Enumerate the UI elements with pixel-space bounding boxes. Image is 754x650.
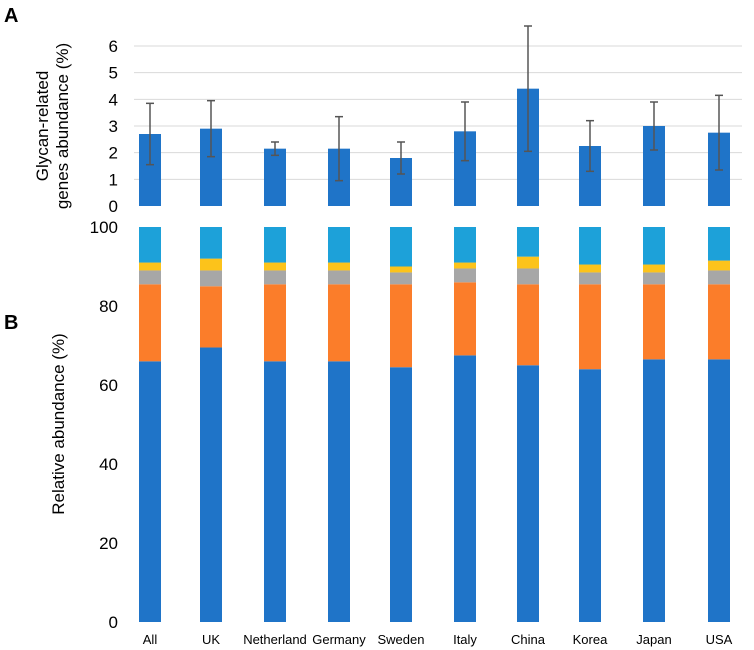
panel-b-chart: 0 20 40 60 80 100 All UK Netherland Germany Sweden… [49, 218, 733, 647]
x-tick-label-germany: Germany [312, 632, 366, 647]
stack-series-1-uk [200, 347, 222, 622]
y-tick-label-b: 40 [99, 455, 118, 474]
stack-series-2-china [517, 284, 539, 366]
panel-a-chart: 0 1 2 3 4 5 6 Glycan-relatedgenes abundance (%) [33, 25, 742, 216]
stack-series-1-japan [643, 359, 665, 622]
error-bar-netherland [271, 141, 279, 157]
x-tick-label-usa: USA [706, 632, 733, 647]
y-axis-label-a-line: genes abundance (%) [53, 43, 72, 209]
stack-series-4-all [139, 262, 161, 271]
stack-series-3-korea [579, 272, 601, 285]
stack-series-4-usa [708, 260, 730, 271]
stack-series-5-italy [454, 227, 476, 263]
stack-series-3-germany [328, 270, 350, 285]
x-tick-label-korea: Korea [573, 632, 608, 647]
stack-series-3-usa [708, 270, 730, 285]
y-tick-label-b: 0 [109, 613, 118, 632]
bar-a-japan [643, 126, 665, 206]
x-tick-label-netherland: Netherland [243, 632, 307, 647]
y-tick-label-b: 100 [90, 218, 118, 237]
stack-series-3-sweden [390, 272, 412, 285]
stack-series-2-uk [200, 286, 222, 348]
stack-series-2-sweden [390, 284, 412, 368]
stack-series-3-china [517, 268, 539, 285]
stack-series-2-all [139, 284, 161, 362]
stack-series-3-italy [454, 268, 476, 283]
y-tick-label-a: 4 [109, 90, 118, 109]
stack-series-1-sweden [390, 367, 412, 622]
error-bar-korea [586, 119, 594, 173]
error-bar-japan [650, 101, 658, 151]
stack-series-4-china [517, 256, 539, 269]
error-bar-germany [335, 115, 343, 182]
bar-a-sweden [390, 158, 412, 206]
y-axis-label-a: Glycan-relatedgenes abundance (%) [33, 43, 72, 209]
y-tick-label-a: 6 [109, 37, 118, 56]
y-axis-label-b: Relative abundance (%) [49, 333, 68, 514]
y-tick-label-a: 1 [109, 170, 118, 189]
stack-series-4-japan [643, 264, 665, 273]
stack-series-4-italy [454, 262, 476, 269]
error-bar-uk [207, 99, 215, 158]
stack-series-3-uk [200, 270, 222, 287]
stack-series-5-china [517, 227, 539, 257]
stack-series-2-netherland [264, 284, 286, 362]
stack-series-3-all [139, 270, 161, 285]
stack-series-1-china [517, 365, 539, 622]
error-bar-all [146, 102, 154, 166]
x-tick-label-sweden: Sweden [378, 632, 425, 647]
stack-series-2-italy [454, 282, 476, 356]
stack-series-1-usa [708, 359, 730, 622]
stack-series-2-korea [579, 284, 601, 370]
x-tick-label-italy: Italy [453, 632, 477, 647]
y-tick-label-a: 3 [109, 117, 118, 136]
stack-series-2-germany [328, 284, 350, 362]
bar-a-korea [579, 146, 601, 206]
x-tick-label-all: All [143, 632, 158, 647]
stack-series-1-korea [579, 369, 601, 622]
x-tick-label-china: China [511, 632, 546, 647]
stack-series-4-uk [200, 258, 222, 271]
panel-label-a: A [4, 5, 18, 27]
stack-series-5-sweden [390, 227, 412, 267]
y-tick-label-a: 0 [109, 197, 118, 216]
error-bar-italy [461, 101, 469, 162]
x-tick-label-uk: UK [202, 632, 220, 647]
stack-series-4-sweden [390, 266, 412, 273]
stack-series-4-korea [579, 264, 601, 273]
stack-series-1-germany [328, 361, 350, 622]
error-bar-sweden [397, 141, 405, 175]
stack-series-5-netherland [264, 227, 286, 263]
stack-series-5-germany [328, 227, 350, 263]
bar-a-uk [200, 128, 222, 206]
stack-series-3-netherland [264, 270, 286, 285]
stack-series-5-all [139, 227, 161, 263]
panel-label-b: B [4, 312, 18, 334]
stack-series-4-netherland [264, 262, 286, 271]
stack-series-1-netherland [264, 361, 286, 622]
y-axis-label-a-line: Glycan-related [33, 71, 52, 182]
y-tick-label-b: 80 [99, 297, 118, 316]
stack-series-2-japan [643, 284, 665, 360]
stack-series-3-japan [643, 272, 665, 285]
bar-a-netherland [264, 148, 286, 206]
stack-series-4-germany [328, 262, 350, 271]
stack-series-1-all [139, 361, 161, 622]
error-bar-usa [715, 94, 723, 171]
error-bar-china [524, 25, 532, 153]
y-tick-label-b: 60 [99, 376, 118, 395]
y-tick-label-a: 5 [109, 64, 118, 83]
stack-series-2-usa [708, 284, 730, 360]
bar-a-italy [454, 131, 476, 206]
bar-a-all [139, 134, 161, 206]
y-tick-label-a: 2 [109, 144, 118, 163]
stack-series-5-japan [643, 227, 665, 265]
stack-series-5-korea [579, 227, 601, 265]
stack-series-5-uk [200, 227, 222, 259]
x-tick-label-japan: Japan [636, 632, 671, 647]
stack-series-1-italy [454, 355, 476, 622]
stack-series-5-usa [708, 227, 730, 261]
y-tick-label-b: 20 [99, 534, 118, 553]
